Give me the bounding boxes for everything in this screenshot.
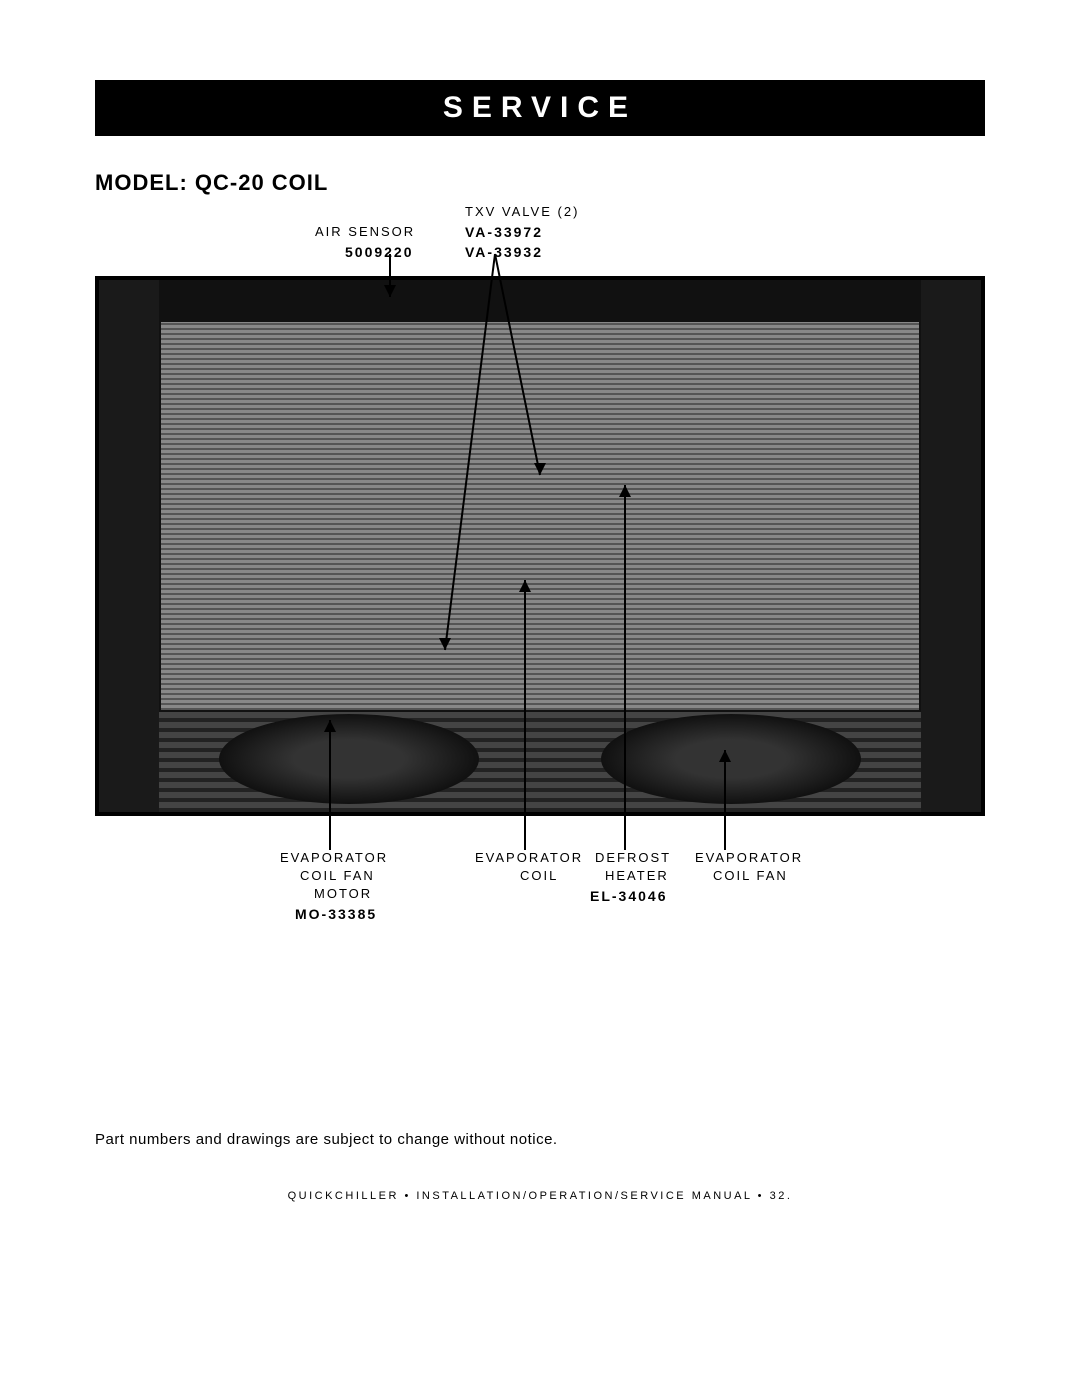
evap-fan-motor-l3: MOTOR	[314, 886, 372, 901]
photo-fan-area	[159, 712, 921, 812]
txv-valve-label: TXV VALVE (2)	[465, 204, 579, 219]
bottom-labels-group: EVAPORATOR COIL FAN MOTOR MO-33385 EVAPO…	[95, 850, 985, 1000]
photo-dark-top	[99, 280, 981, 320]
photo-dark-right	[921, 280, 981, 812]
defrost-part: EL-34046	[590, 888, 667, 904]
evap-fan-l2: COIL FAN	[713, 868, 788, 883]
photo-fan-right	[601, 714, 861, 804]
model-title: MODEL: QC-20 COIL	[95, 170, 985, 196]
txv-part-1: VA-33972	[465, 224, 543, 240]
evap-fan-l1: EVAPORATOR	[695, 850, 803, 865]
air-sensor-label: AIR SENSOR	[315, 224, 415, 239]
photo-coil-fins	[159, 320, 921, 712]
page-content: SERVICE MODEL: QC-20 COIL TXV VALVE (2) …	[95, 80, 985, 196]
defrost-l2: HEATER	[605, 868, 669, 883]
evap-coil-l1: EVAPORATOR	[475, 850, 583, 865]
evap-fan-motor-l2: COIL FAN	[300, 868, 375, 883]
txv-part-2: VA-33932	[465, 244, 543, 260]
photo-fan-left	[219, 714, 479, 804]
disclaimer-text: Part numbers and drawings are subject to…	[95, 1131, 558, 1148]
txv-valve-qty: (2)	[558, 204, 580, 219]
coil-photo-frame	[95, 276, 985, 816]
evap-fan-motor-part: MO-33385	[295, 906, 377, 922]
evap-coil-l2: COIL	[520, 868, 558, 883]
section-banner: SERVICE	[95, 80, 985, 136]
air-sensor-part: 5009220	[345, 244, 414, 260]
defrost-l1: DEFROST	[595, 850, 671, 865]
footer-text: QUICKCHILLER • INSTALLATION/OPERATION/SE…	[95, 1190, 985, 1202]
evap-fan-motor-l1: EVAPORATOR	[280, 850, 388, 865]
txv-valve-text: TXV VALVE	[465, 204, 552, 219]
photo-dark-left	[99, 280, 159, 812]
